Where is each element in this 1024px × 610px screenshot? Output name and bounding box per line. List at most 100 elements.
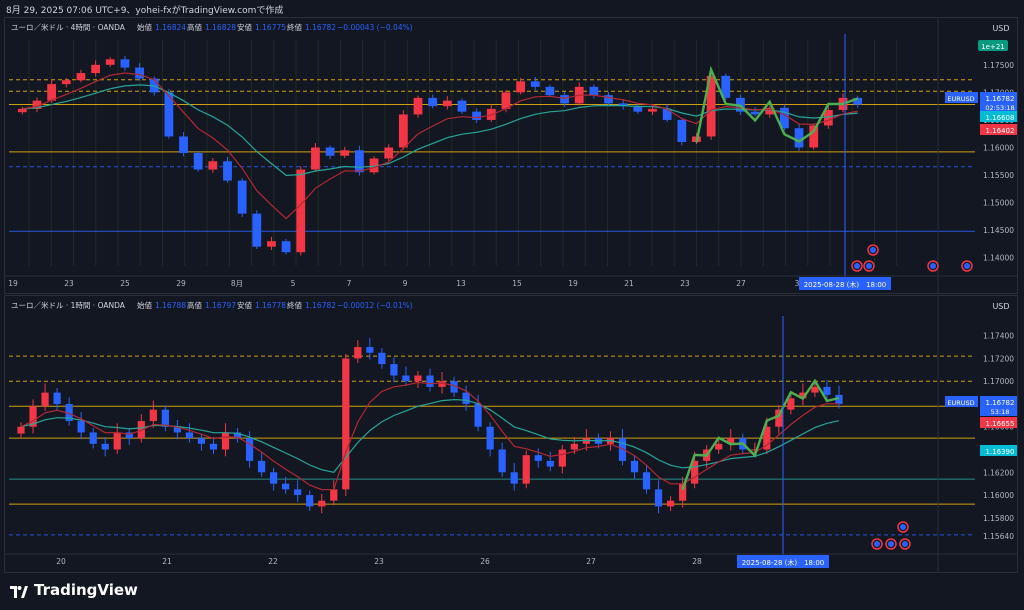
economic-event-icon[interactable]	[899, 538, 911, 550]
crosshair-time-box	[799, 277, 891, 290]
ohlc-value: 1.16797	[205, 301, 236, 310]
chart-panel-1h[interactable]: USD1.174001.172001.170001.168001.166001.…	[4, 295, 1018, 573]
candle-body	[173, 426, 181, 433]
candle-body	[252, 213, 262, 247]
candle-body	[560, 95, 569, 104]
candle-body	[281, 241, 291, 253]
event-dot	[964, 263, 970, 269]
candle-body	[164, 92, 174, 137]
candle-body	[835, 394, 843, 404]
time-tick-label: 20	[56, 557, 66, 566]
ohlc-label: 始値	[137, 22, 152, 32]
time-tick-label: 27	[586, 557, 596, 566]
candle-body	[137, 421, 145, 439]
price-badge[interactable]: 1.16390	[980, 445, 1017, 456]
candle-body	[630, 460, 639, 473]
economic-event-icon[interactable]	[871, 538, 883, 550]
price-tick-label: 1.17200	[983, 354, 1014, 363]
time-tick-label: 7	[347, 279, 352, 288]
price-badge-label: 1e+21	[981, 43, 1005, 51]
candle-body	[706, 75, 716, 137]
candle-body	[17, 108, 27, 113]
crosshair-time-text: 2025-08-28 (木) 18:00	[804, 280, 887, 289]
candle-body	[765, 107, 775, 115]
price-badge-value: 1.16390	[986, 448, 1015, 456]
candle-body	[41, 392, 49, 407]
candle-body	[29, 406, 37, 427]
tradingview-logo[interactable]: TradingView	[10, 581, 138, 599]
price-badge[interactable]: 1.16402	[980, 124, 1017, 135]
price-badge-box	[980, 92, 1017, 112]
candle-body	[633, 106, 643, 112]
candle-body	[809, 125, 819, 148]
economic-event-icon[interactable]	[897, 521, 909, 533]
candle-body	[105, 59, 115, 65]
wave-overlay-line	[695, 65, 859, 143]
price-badge[interactable]: 1.16608	[980, 111, 1017, 122]
candle-body	[398, 114, 408, 148]
economic-event-icon[interactable]	[867, 244, 879, 256]
candle-body	[677, 119, 687, 142]
symbol-title: ユーロ／米ドル · 4時間 · OANDA	[11, 22, 126, 32]
candle-body	[501, 92, 511, 109]
symbol-badge-label: EURUSD	[947, 95, 974, 103]
economic-event-icon[interactable]	[961, 260, 973, 272]
candle-body	[414, 375, 422, 382]
candle-body	[823, 386, 831, 395]
price-badge-box	[980, 417, 1017, 428]
price-badge-value: 1.16782	[986, 399, 1015, 407]
time-tick-label: 25	[120, 279, 130, 288]
candle-body	[604, 95, 613, 104]
price-tick-label: 1.16000	[983, 491, 1014, 500]
economic-event-icon[interactable]	[863, 260, 875, 272]
price-badge-countdown: 53:18	[991, 408, 1010, 416]
candle-body	[270, 472, 278, 484]
economic-event-icon[interactable]	[851, 260, 863, 272]
candle-body	[354, 347, 362, 359]
price-badge-box	[980, 111, 1017, 122]
candle-body	[428, 97, 438, 107]
price-badge-box	[980, 124, 1017, 135]
time-tick-label: 27	[736, 279, 746, 288]
candle-body	[750, 111, 760, 115]
ohlc-value: 1.16828	[205, 23, 236, 32]
time-tick-label: 19	[8, 279, 18, 288]
candle-body	[715, 443, 723, 450]
candle-body	[77, 421, 85, 433]
chart-canvas[interactable]: USD1.175001.170001.165001.160001.155001.…	[5, 18, 1017, 293]
price-tick-label: 1.17400	[983, 332, 1014, 341]
candle-body	[237, 180, 247, 214]
price-badge-value: 1.16608	[986, 114, 1015, 122]
symbol-badge-label: EURUSD	[947, 399, 974, 407]
price-tick-label: 1.16200	[983, 468, 1014, 477]
time-tick-label: 23	[64, 279, 74, 288]
candle-body	[369, 158, 379, 173]
candle-body	[570, 443, 578, 450]
candle-body	[474, 403, 482, 427]
price-badge[interactable]: 1.16655	[980, 417, 1017, 428]
candle-body	[811, 386, 819, 393]
candle-body	[794, 128, 804, 148]
economic-event-icon[interactable]	[885, 538, 897, 550]
ohlc-value: 1.16788	[155, 301, 186, 310]
price-badge-value: 1.16782	[986, 95, 1015, 103]
ohlc-value: 1.16782	[305, 23, 336, 32]
candle-body	[775, 409, 783, 427]
candle-body	[442, 100, 452, 107]
economic-event-icon[interactable]	[927, 260, 939, 272]
candle-body	[294, 489, 302, 496]
candle-body	[161, 409, 169, 427]
chart-canvas[interactable]: USD1.174001.172001.170001.168001.166001.…	[5, 296, 1017, 572]
chart-panel-4h[interactable]: USD1.175001.170001.165001.160001.155001.…	[4, 17, 1018, 294]
tradingview-logo-icon	[10, 584, 28, 598]
candle-body	[751, 449, 759, 451]
price-badge[interactable]: 1e+21	[978, 40, 1008, 51]
ohlc-value: 1.16775	[255, 23, 286, 32]
event-dot	[902, 541, 908, 547]
candle-body	[366, 347, 374, 353]
ohlc-value: 1.16782	[305, 301, 336, 310]
price-change: −0.00012 (−0.01%)	[337, 301, 413, 310]
time-tick-label: 22	[268, 557, 278, 566]
